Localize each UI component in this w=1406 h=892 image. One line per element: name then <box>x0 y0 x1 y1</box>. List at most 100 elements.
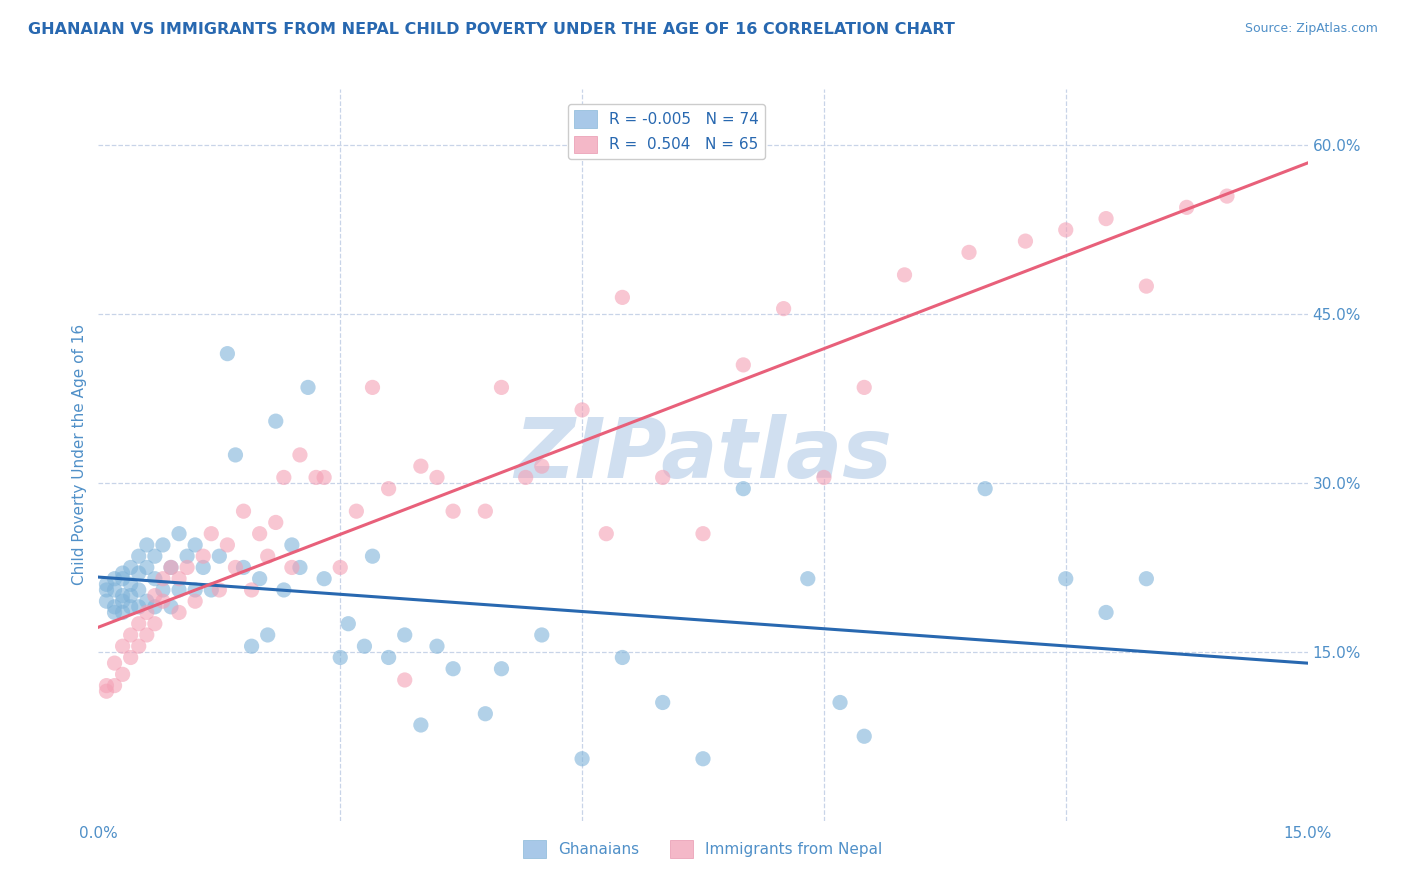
Point <box>530 459 553 474</box>
Point <box>281 560 304 574</box>
Point <box>337 616 360 631</box>
Point <box>1095 606 1118 620</box>
Point <box>256 549 278 564</box>
Point <box>344 504 367 518</box>
Point <box>103 679 125 693</box>
Point <box>249 572 271 586</box>
Point <box>772 301 794 316</box>
Point <box>103 582 125 597</box>
Point <box>353 639 375 653</box>
Point <box>297 380 319 394</box>
Point <box>184 538 207 552</box>
Point <box>377 482 399 496</box>
Point <box>128 566 150 580</box>
Point <box>288 560 311 574</box>
Point <box>441 662 464 676</box>
Point <box>176 560 198 574</box>
Point <box>160 599 183 614</box>
Point <box>361 380 384 394</box>
Point <box>314 572 336 586</box>
Point <box>120 628 142 642</box>
Point <box>111 572 134 586</box>
Point <box>651 696 673 710</box>
Point <box>273 582 295 597</box>
Point <box>184 582 207 597</box>
Point <box>128 599 150 614</box>
Point <box>249 526 271 541</box>
Point <box>135 628 157 642</box>
Point <box>426 639 449 653</box>
Point <box>232 560 254 574</box>
Point <box>96 684 118 698</box>
Point <box>394 673 416 687</box>
Text: Source: ZipAtlas.com: Source: ZipAtlas.com <box>1244 22 1378 36</box>
Point <box>1054 223 1077 237</box>
Point <box>571 752 593 766</box>
Point <box>893 268 915 282</box>
Point <box>167 606 190 620</box>
Point <box>111 639 134 653</box>
Point <box>135 594 157 608</box>
Point <box>128 639 150 653</box>
Point <box>828 696 851 710</box>
Point <box>208 582 231 597</box>
Point <box>152 594 174 608</box>
Point <box>240 639 263 653</box>
Point <box>426 470 449 484</box>
Point <box>571 403 593 417</box>
Point <box>692 526 714 541</box>
Point <box>184 594 207 608</box>
Point <box>797 572 820 586</box>
Point <box>394 628 416 642</box>
Point <box>103 656 125 670</box>
Point <box>143 549 166 564</box>
Point <box>612 290 634 304</box>
Point <box>167 526 190 541</box>
Point <box>474 504 496 518</box>
Point <box>152 582 174 597</box>
Point <box>651 470 673 484</box>
Point <box>1135 279 1157 293</box>
Point <box>1054 572 1077 586</box>
Point <box>224 448 246 462</box>
Point <box>103 606 125 620</box>
Text: ZIPatlas: ZIPatlas <box>515 415 891 495</box>
Point <box>1175 200 1198 214</box>
Point <box>143 589 166 603</box>
Point <box>974 482 997 496</box>
Point <box>128 549 150 564</box>
Point <box>957 245 980 260</box>
Point <box>96 679 118 693</box>
Point <box>377 650 399 665</box>
Point <box>111 566 134 580</box>
Point <box>167 582 190 597</box>
Text: GHANAIAN VS IMMIGRANTS FROM NEPAL CHILD POVERTY UNDER THE AGE OF 16 CORRELATION : GHANAIAN VS IMMIGRANTS FROM NEPAL CHILD … <box>28 22 955 37</box>
Point <box>160 560 183 574</box>
Point <box>160 560 183 574</box>
Point <box>305 470 328 484</box>
Point <box>595 526 617 541</box>
Point <box>135 538 157 552</box>
Point <box>96 594 118 608</box>
Point <box>120 577 142 591</box>
Point <box>329 560 352 574</box>
Point <box>441 504 464 518</box>
Point <box>111 589 134 603</box>
Point <box>176 549 198 564</box>
Point <box>853 729 876 743</box>
Point <box>264 414 287 428</box>
Point <box>103 599 125 614</box>
Point <box>143 572 166 586</box>
Point <box>281 538 304 552</box>
Point <box>692 752 714 766</box>
Point <box>491 380 513 394</box>
Point <box>1095 211 1118 226</box>
Point <box>120 599 142 614</box>
Point <box>361 549 384 564</box>
Point <box>314 470 336 484</box>
Point <box>273 470 295 484</box>
Point <box>530 628 553 642</box>
Point <box>111 667 134 681</box>
Point <box>853 380 876 394</box>
Point <box>200 526 222 541</box>
